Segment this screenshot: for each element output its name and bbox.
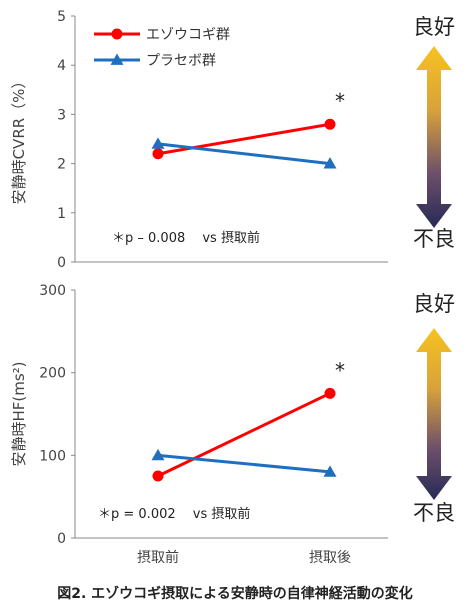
data-point-triangle	[323, 157, 337, 169]
legend-marker-circle	[111, 28, 123, 40]
arrow-bottom-label: 不良	[413, 227, 455, 251]
y-axis-label: 安静時HF(ms²)	[10, 361, 28, 466]
series-line	[157, 122, 331, 156]
y-tick-label: 2	[57, 157, 66, 173]
x-tick-label: 摂取後	[309, 550, 351, 566]
y-tick-label: 1	[57, 206, 66, 222]
y-axis-label: 安静時CVRR（%）	[10, 74, 28, 205]
legend-marker-triangle	[110, 53, 124, 65]
y-tick-label: 300	[39, 283, 66, 299]
significance-marker: *	[335, 358, 345, 382]
arrow-top-label: 良好	[413, 292, 455, 316]
legend-entry: プラセボ群	[146, 53, 216, 69]
x-tick-label: 摂取前	[137, 549, 179, 566]
y-tick-label: 100	[39, 448, 66, 464]
data-point-circle	[324, 387, 336, 399]
y-tick-label: 3	[57, 107, 66, 123]
chart-panel-1: 0 1 2 3 4 5 安静時CVRR（%） * ＊p – 0.008 vs 摂取前エゾウコギ群…	[10, 9, 455, 271]
data-point-circle	[152, 148, 164, 160]
y-tick-label: 0	[57, 531, 66, 547]
series-line	[157, 453, 331, 474]
data-point-circle	[324, 118, 336, 130]
figure-caption: 図2. エゾウコギ摂取による安静時の自律神経活動の変化	[57, 585, 413, 602]
y-tick-label: 200	[39, 366, 66, 382]
significance-marker: *	[335, 89, 345, 113]
data-point-triangle	[151, 137, 165, 149]
p-value-annotation: ＊p – 0.008 vs 摂取前	[112, 230, 260, 246]
chart-panel-2: 0 100 200 300 安静時HF(ms²) 摂取前 摂取後 * ＊p = 0.002 vs…	[10, 283, 455, 566]
legend-entry: エゾウコギ群	[146, 27, 230, 43]
data-point-triangle	[151, 448, 165, 461]
series-line	[157, 142, 331, 166]
arrow-top-label: 良好	[413, 15, 455, 39]
y-tick-label: 4	[57, 58, 66, 74]
series-line	[157, 391, 331, 478]
y-tick-label: 5	[57, 9, 66, 25]
p-value-annotation: ＊p = 0.002 vs 摂取前	[98, 506, 250, 522]
y-tick-label: 0	[57, 255, 66, 271]
arrow-bottom-label: 不良	[413, 501, 455, 525]
data-point-triangle	[323, 465, 337, 477]
good-bad-arrow	[416, 328, 452, 500]
data-point-circle	[152, 470, 164, 482]
good-bad-arrow	[416, 46, 452, 228]
